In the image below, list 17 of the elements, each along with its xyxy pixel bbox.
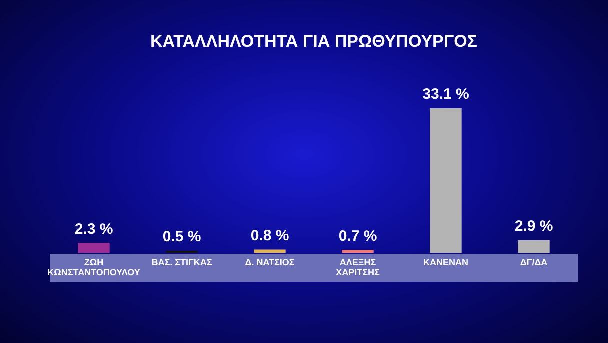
x-tick-label: ΔΓ/ΔΑ xyxy=(520,258,548,268)
data-label: 0.7 % xyxy=(338,228,378,245)
x-tick-label: ΑΛΕΞΗΣ ΧΑΡΙΤΣΗΣ xyxy=(336,258,380,278)
data-label: 2.3 % xyxy=(74,220,114,238)
chart-title: ΚΑΤΑΛΛΗΛΟΤΗΤΑ ΓΙΑ ΠΡΩΘΥΠΟΥΡΓΟΣ xyxy=(150,32,478,51)
x-tick-label: Δ. ΝΑΤΣΙΟΣ xyxy=(245,258,296,268)
x-tick-label: ΚΑΝΕΝΑΝ xyxy=(424,258,468,268)
bar xyxy=(254,250,286,254)
bar xyxy=(430,108,462,254)
data-label: 0.8 % xyxy=(250,227,290,244)
bar xyxy=(342,250,374,254)
data-label: 33.1 % xyxy=(422,86,470,104)
bar xyxy=(518,240,550,254)
data-label: 2.9 % xyxy=(514,218,554,236)
data-label: 0.5 % xyxy=(162,228,202,246)
bar xyxy=(78,243,110,254)
x-tick-label: ΒΑΣ. ΣΤΙΓΚΑΣ xyxy=(152,258,213,268)
